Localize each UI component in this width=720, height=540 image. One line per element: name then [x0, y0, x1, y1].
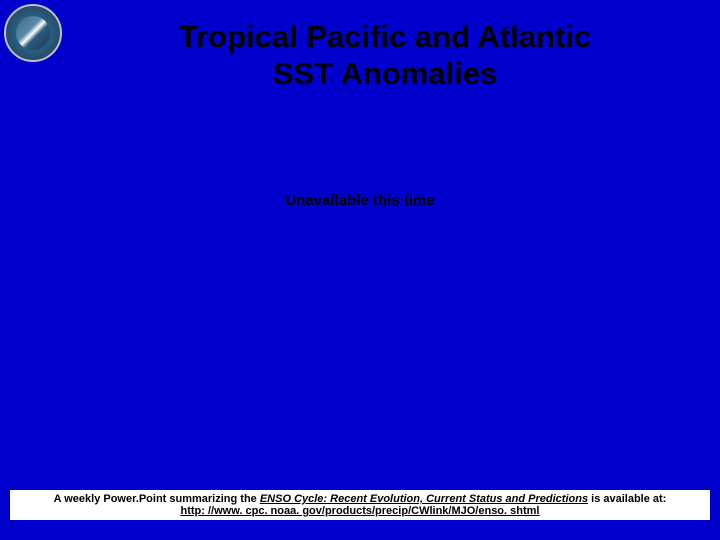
logo-outer-ring	[4, 4, 62, 62]
footer-suffix: is available at:	[588, 493, 666, 505]
footer-prefix: A weekly Power.Point summarizing the	[54, 493, 260, 505]
slide-title-line2: SST Anomalies	[110, 55, 660, 92]
footer-url: http: //www. cpc. noaa. gov/products/pre…	[15, 505, 705, 517]
noaa-logo	[4, 4, 62, 62]
logo-inner	[16, 16, 50, 50]
title-area: Tropical Pacific and Atlantic SST Anomal…	[110, 0, 660, 92]
footer-line1: A weekly Power.Point summarizing the ENS…	[15, 493, 705, 505]
unavailable-message: Unavailable this time	[0, 192, 720, 209]
slide-title-line1: Tropical Pacific and Atlantic	[110, 18, 660, 55]
footer-emphasis: ENSO Cycle: Recent Evolution, Current St…	[260, 493, 588, 505]
footer-box: A weekly Power.Point summarizing the ENS…	[10, 490, 710, 520]
